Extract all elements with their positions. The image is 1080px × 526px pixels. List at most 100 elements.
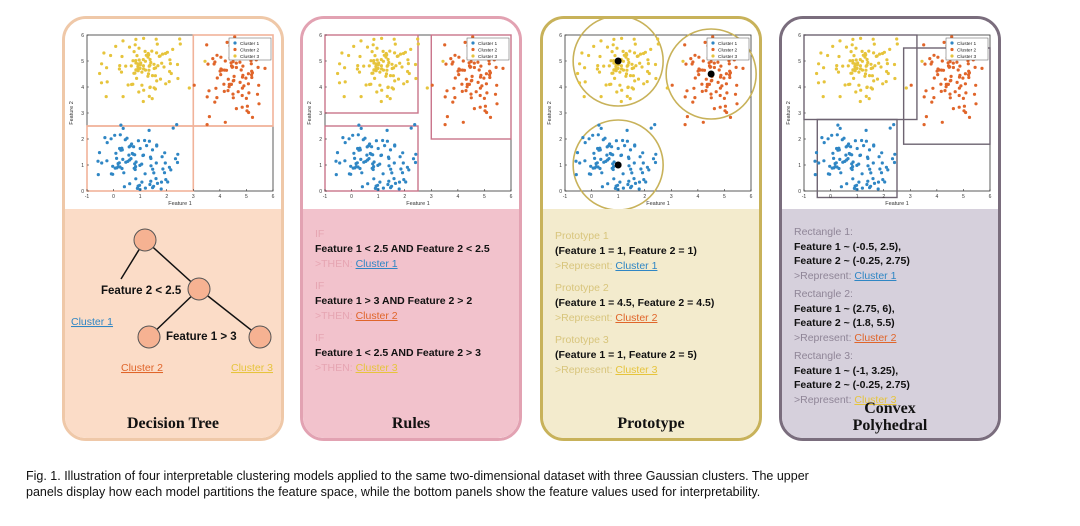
legend-marker — [711, 54, 715, 58]
data-point — [353, 156, 357, 160]
legend-marker — [471, 41, 475, 45]
data-point — [653, 123, 657, 127]
data-point — [151, 186, 155, 190]
data-point — [387, 179, 391, 183]
rule-region — [324, 34, 419, 114]
data-point — [693, 96, 697, 100]
data-point — [443, 123, 447, 127]
data-point — [150, 49, 154, 53]
prototype-center — [614, 161, 622, 169]
data-point — [147, 128, 151, 132]
data-point — [851, 61, 855, 65]
convex-polyhedral-panel: -1 0 1 2 3 4 5 6 0 1 2 3 4 5 6 Feature 1 Feature 2 Cluste… — [779, 16, 1001, 441]
data-point — [171, 47, 175, 51]
y-tick-label: 1 — [798, 163, 801, 169]
data-point — [238, 80, 242, 84]
data-point — [637, 187, 641, 191]
data-point — [980, 66, 984, 70]
data-point — [843, 83, 847, 87]
data-point — [625, 128, 629, 132]
data-point — [942, 40, 946, 44]
data-point — [240, 105, 244, 109]
data-point — [140, 70, 144, 74]
data-point — [871, 177, 875, 181]
rule-then: >THEN: Cluster 1 — [315, 257, 513, 272]
data-point — [246, 82, 250, 86]
data-point — [596, 165, 600, 169]
data-point — [416, 37, 420, 41]
data-point — [611, 162, 615, 166]
prototype-1: Prototype 1 (Feature 1 = 1, Feature 2 = … — [555, 229, 753, 274]
data-point — [943, 77, 947, 81]
data-point — [622, 53, 626, 57]
legend-label: Cluster 2 — [957, 47, 977, 53]
data-point — [140, 180, 144, 184]
data-point — [690, 62, 694, 66]
data-point — [822, 80, 826, 84]
rectangle-name: Rectangle 1: — [794, 226, 853, 238]
data-point — [164, 82, 168, 86]
data-point — [624, 74, 628, 78]
panel-title: Decision Tree — [127, 415, 219, 432]
data-point — [649, 126, 653, 130]
data-point — [148, 85, 152, 89]
x-tick-label: 4 — [218, 194, 221, 200]
data-point — [126, 83, 130, 87]
data-point — [405, 80, 409, 84]
legend-box — [466, 37, 510, 61]
data-point — [130, 151, 134, 156]
data-point — [226, 89, 230, 93]
data-point — [707, 82, 711, 86]
y-tick-label: 0 — [798, 189, 801, 195]
data-point — [478, 75, 483, 79]
data-point — [138, 66, 142, 70]
data-point — [444, 62, 448, 66]
data-point — [869, 66, 873, 71]
data-point — [639, 167, 643, 171]
data-point — [474, 90, 478, 94]
y-tick-label: 0 — [559, 189, 562, 195]
data-point — [399, 167, 403, 171]
data-point — [152, 66, 156, 71]
data-point — [372, 61, 376, 65]
data-point — [876, 180, 881, 184]
rectangle-cluster-2: Cluster 2 — [854, 331, 897, 344]
prototype-text-area: Prototype 1 (Feature 1 = 1, Feature 2 = … — [543, 209, 759, 438]
data-point — [485, 91, 489, 95]
data-point — [589, 172, 593, 176]
y-tick-label: 3 — [319, 111, 322, 117]
data-point — [105, 66, 109, 70]
data-point — [620, 36, 624, 40]
data-point — [135, 76, 139, 80]
data-point — [872, 51, 876, 55]
data-point — [398, 155, 402, 159]
data-point — [872, 181, 877, 185]
y-tick-label: 6 — [319, 33, 322, 39]
data-point — [138, 63, 142, 67]
data-point — [877, 61, 881, 65]
data-point — [175, 160, 180, 165]
data-point — [857, 180, 861, 184]
data-point — [114, 151, 118, 155]
data-point — [413, 123, 417, 127]
data-point — [621, 186, 625, 190]
data-point — [104, 95, 108, 99]
data-point — [343, 159, 347, 163]
data-point — [821, 95, 825, 99]
data-point — [223, 59, 227, 63]
data-point — [238, 60, 242, 64]
data-point — [379, 153, 384, 157]
data-point — [133, 167, 137, 172]
data-point — [394, 64, 398, 68]
y-tick-label: 5 — [319, 59, 322, 65]
data-point — [137, 58, 141, 62]
data-point — [223, 68, 227, 72]
data-point — [882, 50, 886, 54]
rule-condition: Feature 1 > 3 AND Feature 2 > 2 — [315, 295, 473, 307]
data-point — [709, 92, 713, 96]
data-point — [862, 144, 866, 148]
data-point — [386, 155, 391, 159]
data-point — [363, 136, 367, 140]
data-point — [727, 62, 731, 66]
decision-tree-diagram-area: Feature 2 < 2.5 Feature 1 > 3 Cluster 1 … — [65, 209, 281, 438]
